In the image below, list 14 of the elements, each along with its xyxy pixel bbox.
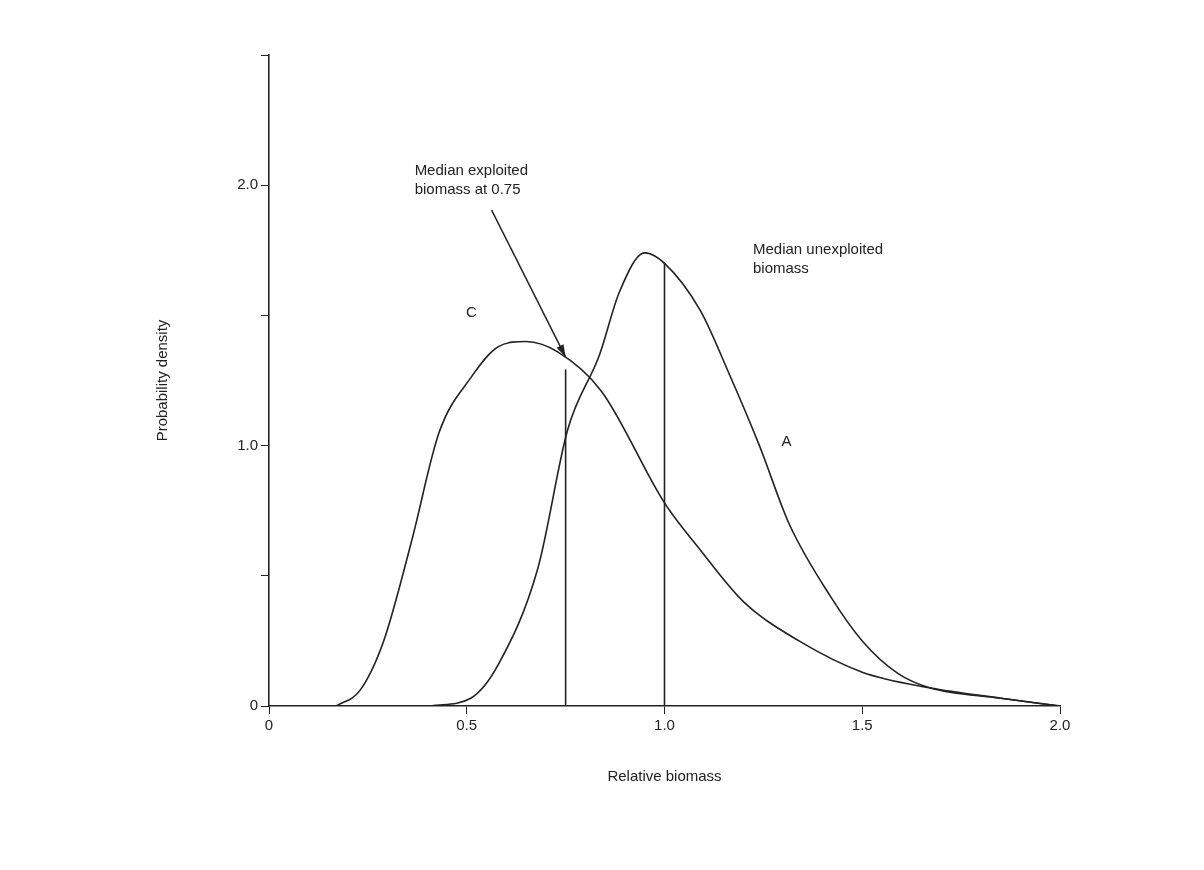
x-tick-label: 1.5	[851, 716, 873, 734]
series-label: A	[781, 431, 792, 449]
x-tick-label: 2.0	[1049, 716, 1071, 734]
y-tick-label: 0	[249, 696, 258, 714]
x-axis-title: Relative biomass	[607, 767, 722, 785]
x-tick-label: 1.0	[654, 716, 675, 734]
x-tick-label: 0.5	[456, 716, 478, 734]
annotation: Median exploited biomass at 0.75	[414, 160, 529, 197]
annotation: Median unexploited biomass	[753, 239, 884, 276]
y-tick-label: 1.0	[237, 435, 258, 453]
y-axis-title: Probability density	[153, 319, 171, 442]
y-tick-label: 2.0	[237, 175, 258, 193]
x-tick-label: 0	[264, 716, 274, 734]
text: C	[466, 303, 478, 321]
